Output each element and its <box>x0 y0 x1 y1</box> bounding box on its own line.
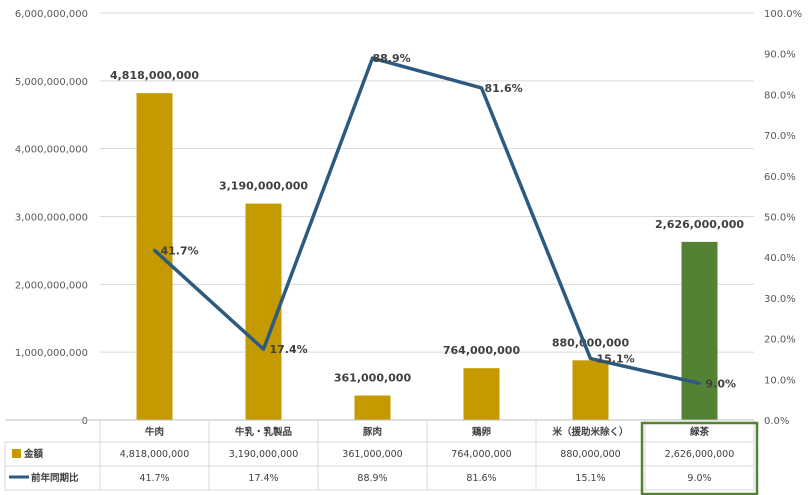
category-label: 緑茶 <box>690 426 710 438</box>
ratio-point <box>480 86 483 90</box>
ratio-point <box>153 248 156 252</box>
left-axis-tick-label: 3,000,000,000 <box>15 213 88 224</box>
legend-label: 金額 <box>23 448 44 460</box>
left-axis-tick-label: 6,000,000,000 <box>15 9 88 20</box>
category-label: 牛肉 <box>145 426 164 438</box>
bar <box>681 241 718 420</box>
left-axis-tick-label: 5,000,000,000 <box>15 77 88 88</box>
table-ratio-cell: 9.0% <box>687 473 711 484</box>
bar-value-label: 3,190,000,000 <box>219 180 308 193</box>
right-axis-tick-label: 100.0% <box>764 9 802 20</box>
category-label: 豚肉 <box>363 426 382 438</box>
table-amount-cell: 764,000,000 <box>451 449 511 460</box>
table-ratio-cell: 81.6% <box>466 473 496 484</box>
line-value-label: 15.1% <box>597 353 635 366</box>
category-label: 米（援助米除く） <box>551 426 628 438</box>
legend-swatch-bar <box>12 449 21 458</box>
bar-value-label: 764,000,000 <box>443 344 521 357</box>
left-axis-tick-label: 1,000,000,000 <box>15 348 88 359</box>
table-ratio-cell: 41.7% <box>139 473 169 484</box>
right-axis-tick-label: 90.0% <box>764 50 796 61</box>
right-axis-tick-label: 50.0% <box>764 213 796 224</box>
category-label: 鶏卵 <box>471 426 491 438</box>
right-axis-tick-label: 60.0% <box>764 172 796 183</box>
bar <box>136 93 173 420</box>
bar-value-label: 2,626,000,000 <box>655 218 744 231</box>
line-value-label: 41.7% <box>161 244 199 257</box>
bar-value-label: 4,818,000,000 <box>110 69 199 82</box>
table-amount-cell: 3,190,000,000 <box>229 449 299 460</box>
table-amount-cell: 4,818,000,000 <box>120 449 190 460</box>
bar-value-label: 880,000,000 <box>552 336 630 349</box>
table-amount-cell: 361,000,000 <box>342 449 402 460</box>
table-ratio-cell: 15.1% <box>575 473 605 484</box>
ratio-point <box>371 56 374 60</box>
bar <box>354 395 391 420</box>
right-axis-tick-label: 30.0% <box>764 294 796 305</box>
table-amount-cell: 880,000,000 <box>560 449 620 460</box>
right-axis-tick-label: 10.0% <box>764 375 796 386</box>
right-axis-tick-label: 20.0% <box>764 335 796 346</box>
right-axis-tick-label: 40.0% <box>764 253 796 264</box>
table-ratio-cell: 17.4% <box>248 473 278 484</box>
right-axis-tick-label: 70.0% <box>764 131 796 142</box>
line-value-label: 81.6% <box>485 82 523 95</box>
ratio-point <box>698 381 701 385</box>
legend-label: 前年同期比 <box>31 472 79 484</box>
bar <box>463 368 500 420</box>
right-axis-tick-label: 80.0% <box>764 90 796 101</box>
bar <box>245 203 282 420</box>
line-value-label: 88.9% <box>373 52 411 65</box>
ratio-line <box>153 56 700 386</box>
right-axis-tick-label: 0.0% <box>764 416 789 427</box>
left-axis-tick-label: 0 <box>82 416 88 427</box>
table-ratio-cell: 88.9% <box>357 473 387 484</box>
table-amount-cell: 2,626,000,000 <box>665 449 735 460</box>
bar-value-label: 361,000,000 <box>334 372 412 385</box>
left-axis-tick-label: 2,000,000,000 <box>15 280 88 291</box>
left-axis-tick-label: 4,000,000,000 <box>15 145 88 156</box>
line-value-label: 9.0% <box>706 377 737 390</box>
bar <box>572 360 609 420</box>
ratio-point <box>589 357 592 361</box>
ratio-point <box>262 347 265 351</box>
category-label: 牛乳・乳製品 <box>235 426 292 438</box>
highlight-box <box>640 421 759 495</box>
line-value-label: 17.4% <box>270 343 308 356</box>
